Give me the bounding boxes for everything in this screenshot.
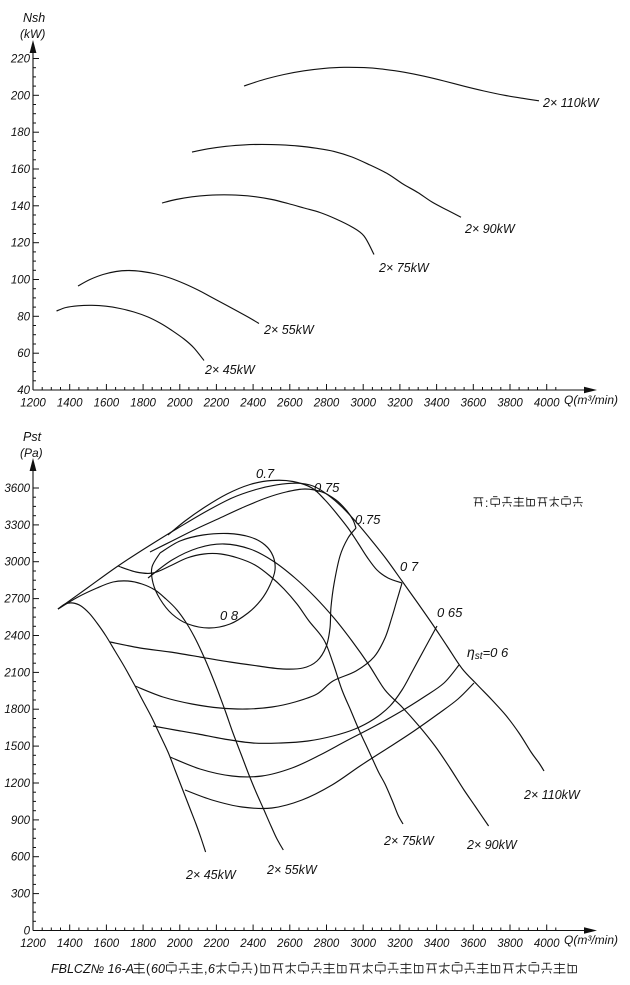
svg-text:1200: 1200 [4, 778, 30, 790]
svg-text:2800: 2800 [313, 938, 340, 950]
svg-text:300: 300 [11, 889, 31, 901]
svg-text:,: , [204, 962, 207, 976]
svg-text:4000: 4000 [534, 398, 560, 410]
svg-text:(Pa): (Pa) [20, 446, 43, 460]
svg-text:2× 55kW: 2× 55kW [266, 863, 318, 877]
svg-text:6: 6 [208, 962, 215, 976]
svg-text:3200: 3200 [387, 938, 413, 950]
svg-text:3600: 3600 [461, 938, 487, 950]
svg-text:3600: 3600 [4, 483, 30, 495]
svg-text:2× 45kW: 2× 45kW [185, 868, 237, 882]
svg-text:3000: 3000 [350, 398, 376, 410]
svg-text:0 8: 0 8 [220, 608, 239, 623]
svg-text:40: 40 [17, 385, 30, 397]
svg-text:0.7: 0.7 [256, 466, 275, 481]
svg-text:2400: 2400 [239, 938, 266, 950]
svg-text::: : [485, 496, 488, 510]
svg-text:0.75: 0.75 [355, 512, 381, 527]
svg-text:Q(m³/min): Q(m³/min) [564, 393, 618, 407]
svg-text:2400: 2400 [239, 398, 266, 410]
svg-text:2× 110kW: 2× 110kW [523, 788, 581, 802]
svg-text:1200: 1200 [20, 938, 46, 950]
svg-text:1800: 1800 [4, 704, 30, 716]
svg-text:4000: 4000 [534, 938, 560, 950]
svg-text:1400: 1400 [57, 398, 83, 410]
svg-text:2× 110kW: 2× 110kW [542, 96, 600, 110]
svg-text:Nsh: Nsh [23, 11, 45, 25]
svg-text:2× 90kW: 2× 90kW [464, 222, 516, 236]
svg-text:100: 100 [11, 275, 31, 287]
svg-text:(kW): (kW) [20, 27, 45, 41]
svg-text:160: 160 [11, 164, 31, 176]
svg-text:3300: 3300 [4, 520, 30, 532]
svg-text:2000: 2000 [166, 938, 193, 950]
svg-text:3000: 3000 [4, 557, 30, 569]
svg-text:ηst=0 6: ηst=0 6 [467, 644, 509, 662]
svg-text:3000: 3000 [350, 938, 376, 950]
svg-text:140: 140 [11, 201, 31, 213]
svg-text:2200: 2200 [203, 938, 230, 950]
svg-text:3600: 3600 [461, 398, 487, 410]
svg-text:2× 75kW: 2× 75kW [378, 261, 430, 275]
svg-text:1800: 1800 [130, 938, 156, 950]
svg-text:0: 0 [24, 926, 31, 938]
svg-text:200: 200 [10, 90, 31, 102]
svg-text:0 7: 0 7 [400, 559, 419, 574]
svg-text:2600: 2600 [276, 398, 303, 410]
svg-text:3400: 3400 [424, 398, 450, 410]
svg-text:2700: 2700 [3, 594, 30, 606]
svg-text:Q(m³/min): Q(m³/min) [564, 933, 618, 947]
svg-text:1800: 1800 [130, 398, 156, 410]
svg-text:120: 120 [11, 238, 31, 250]
svg-text:2100: 2100 [3, 667, 30, 679]
svg-text:2000: 2000 [166, 398, 193, 410]
svg-text:1500: 1500 [4, 741, 30, 753]
svg-text:900: 900 [11, 815, 31, 827]
svg-text:2× 45kW: 2× 45kW [204, 363, 256, 377]
svg-text:80: 80 [17, 311, 30, 323]
svg-text:180: 180 [11, 127, 31, 139]
svg-text:2× 75kW: 2× 75kW [383, 834, 435, 848]
svg-text:3800: 3800 [497, 938, 523, 950]
svg-text:(: ( [146, 962, 151, 976]
svg-text:): ) [254, 962, 258, 976]
svg-text:3200: 3200 [387, 398, 413, 410]
svg-text:2× 90kW: 2× 90kW [466, 838, 518, 852]
svg-text:1400: 1400 [57, 938, 83, 950]
svg-text:2400: 2400 [3, 631, 30, 643]
svg-text:2200: 2200 [203, 398, 230, 410]
svg-text:2600: 2600 [276, 938, 303, 950]
svg-text:1600: 1600 [94, 398, 120, 410]
svg-text:600: 600 [11, 852, 31, 864]
svg-text:2× 55kW: 2× 55kW [263, 323, 315, 337]
svg-text:3400: 3400 [424, 938, 450, 950]
svg-text:0 65: 0 65 [437, 605, 463, 620]
svg-text:1200: 1200 [20, 398, 46, 410]
svg-text:0: 0 [158, 962, 165, 976]
svg-text:60: 60 [17, 348, 30, 360]
svg-text:220: 220 [10, 54, 31, 66]
svg-text:6: 6 [151, 962, 158, 976]
svg-text:1600: 1600 [94, 938, 120, 950]
svg-text:2800: 2800 [313, 398, 340, 410]
svg-text:3800: 3800 [497, 398, 523, 410]
svg-text:Pst: Pst [23, 430, 42, 444]
svg-text:FBLCZ№ 16-A: FBLCZ№ 16-A [51, 962, 134, 976]
svg-text:0 75: 0 75 [314, 480, 340, 495]
